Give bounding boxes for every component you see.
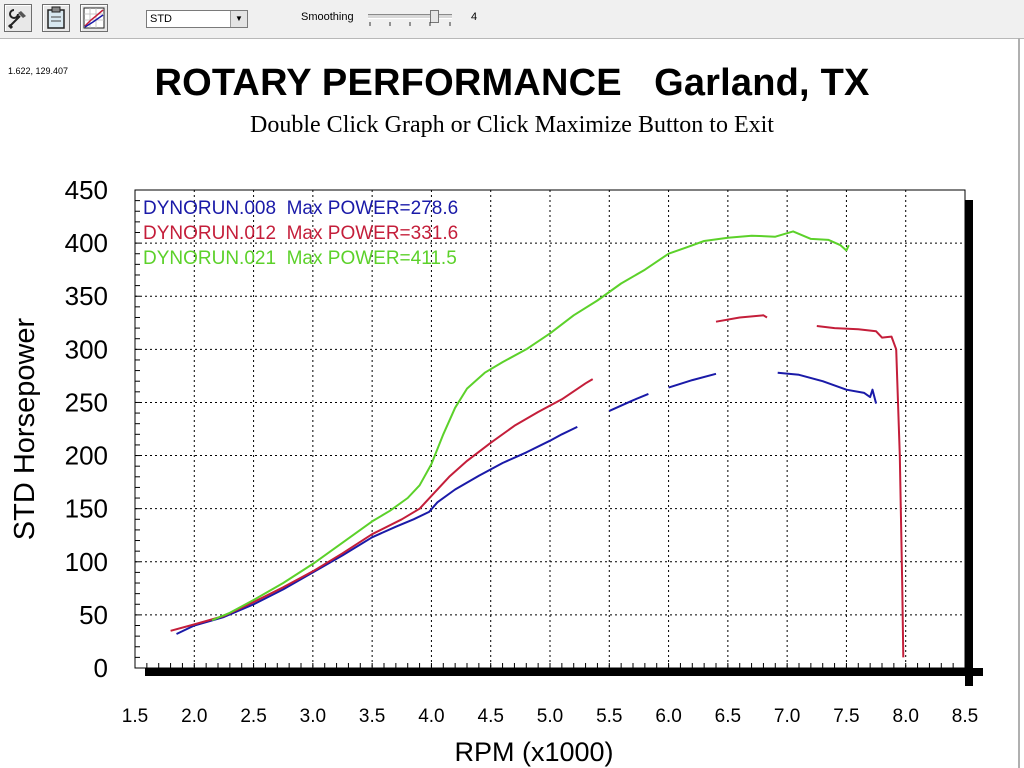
x-tick-label: 4.5: [478, 706, 504, 727]
y-axis-label: STD Horsepower: [9, 317, 41, 540]
y-tick-label: 100: [65, 547, 108, 577]
chevron-down-icon[interactable]: ▼: [230, 11, 247, 27]
display-mode-select[interactable]: STD ▼: [146, 10, 248, 28]
x-tick-label: 3.0: [300, 706, 326, 727]
smoothing-slider[interactable]: [366, 10, 454, 28]
series-line[interactable]: [715, 314, 768, 323]
series-dynorun-021: [211, 230, 850, 622]
legend-entry: DYNORUN.021 Max POWER=411.5: [143, 248, 457, 269]
series-group: [170, 230, 905, 658]
x-tick-label: 7.5: [833, 706, 859, 727]
x-axis-label: RPM (x1000): [454, 737, 613, 767]
x-tick-label: 6.0: [655, 706, 681, 727]
x-tick-label: 8.0: [893, 706, 919, 727]
y-tick-label: 250: [65, 387, 108, 417]
series-dynorun-008: [176, 371, 878, 635]
series-line[interactable]: [816, 325, 905, 658]
toolbar: STD ▼ Smoothing 4: [0, 0, 1024, 39]
series-dynorun-012: [170, 314, 905, 658]
slider-thumb[interactable]: [430, 10, 439, 23]
x-tick-label: 6.5: [715, 706, 741, 727]
y-tick-label: 400: [65, 228, 108, 258]
graph-icon[interactable]: [80, 4, 108, 32]
series-line[interactable]: [608, 392, 649, 412]
slider-ticks: [369, 22, 451, 26]
smoothing-value: 4: [471, 11, 478, 23]
chart-title: ROTARY PERFORMANCE Garland, TX: [154, 62, 870, 104]
smoothing-label: Smoothing: [301, 11, 354, 23]
y-tick-label: 150: [65, 494, 108, 524]
y-tick-label: 300: [65, 334, 108, 364]
series-line[interactable]: [176, 425, 578, 635]
x-tick-label: 5.0: [537, 706, 563, 727]
chart-subtitle[interactable]: Double Click Graph or Click Maximize But…: [250, 112, 774, 138]
cursor-readout: 1.622, 129.407: [8, 66, 69, 76]
y-tick-label: 200: [65, 441, 108, 471]
x-tick-label: 7.0: [774, 706, 800, 727]
x-tick-label: 2.5: [240, 706, 266, 727]
clipboard-icon[interactable]: [42, 4, 70, 32]
minor-ticks: [134, 189, 966, 669]
y-tick-label: 50: [79, 600, 108, 630]
tools-icon[interactable]: [4, 4, 32, 32]
series-line[interactable]: [211, 230, 850, 622]
display-mode-value: STD: [150, 13, 172, 25]
legend: DYNORUN.008 Max POWER=278.6 DYNORUN.012 M…: [143, 198, 458, 269]
window-border: [1018, 38, 1020, 768]
x-tick-label: 8.5: [952, 706, 978, 727]
y-tick-label: 350: [65, 281, 108, 311]
y-tick-labels: 0 50 100 150 200 250 300 350 400 450: [65, 175, 108, 683]
y-tick-label: 450: [65, 175, 108, 205]
series-line[interactable]: [668, 372, 717, 389]
frame-shadow-bottom: [145, 668, 983, 676]
x-tick-label: 2.0: [181, 706, 207, 727]
series-line[interactable]: [170, 378, 594, 632]
x-tick-label: 5.5: [596, 706, 622, 727]
x-tick-label: 3.5: [359, 706, 385, 727]
frame-shadow-right: [965, 200, 973, 686]
slider-track: [368, 14, 452, 19]
y-tick-label: 0: [94, 653, 108, 683]
x-tick-labels: 1.5 2.0 2.5 3.0 3.5 4.0 4.5 5.0 5.5 6.0 6.5 7.0 7.5 8…: [122, 706, 978, 727]
x-tick-label: 1.5: [122, 706, 148, 727]
legend-entry: DYNORUN.008 Max POWER=278.6: [143, 198, 458, 219]
legend-entry: DYNORUN.012 Max POWER=331.6: [143, 223, 458, 244]
series-line[interactable]: [777, 371, 878, 404]
x-tick-label: 4.0: [418, 706, 444, 727]
